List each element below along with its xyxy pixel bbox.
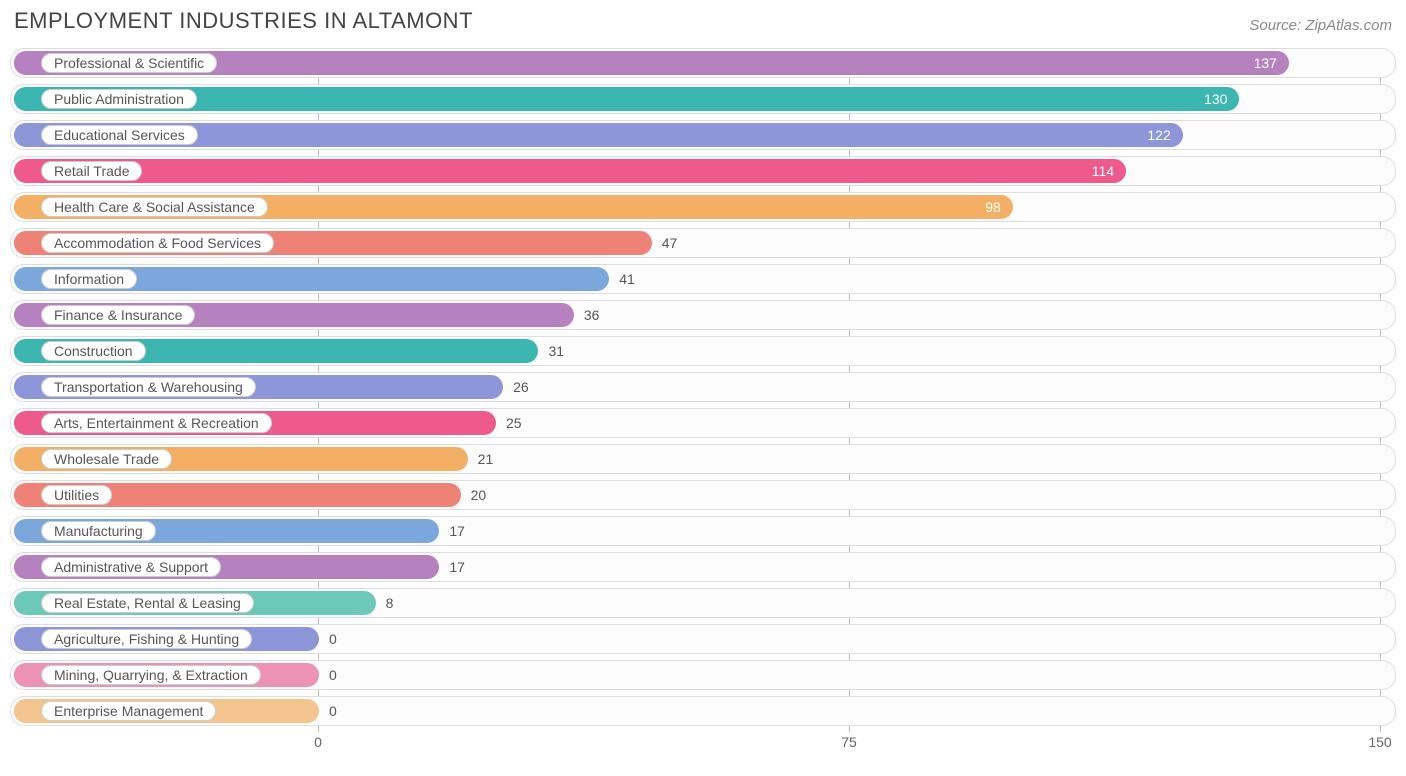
bar-row: Information 41 [10, 264, 1396, 294]
value-label: 17 [439, 553, 465, 581]
employment-chart: EMPLOYMENT INDUSTRIES IN ALTAMONT Source… [0, 0, 1406, 760]
category-label: Finance & Insurance [41, 305, 195, 325]
category-label: Mining, Quarrying, & Extraction [41, 665, 261, 685]
source-prefix: Source: [1249, 17, 1305, 34]
bar-row: Arts, Entertainment & Recreation 25 [10, 408, 1396, 438]
bar-row: Real Estate, Rental & Leasing 8 [10, 588, 1396, 618]
category-label: Retail Trade [41, 161, 142, 181]
category-label: Transportation & Warehousing [41, 377, 256, 397]
bar-row: Mining, Quarrying, & Extraction 0 [10, 660, 1396, 690]
bar-row: Finance & Insurance 36 [10, 300, 1396, 330]
value-label: 0 [319, 625, 337, 653]
value-label: 31 [538, 337, 564, 365]
bar-row: Transportation & Warehousing 26 [10, 372, 1396, 402]
bar-row: Health Care & Social Assistance98 [10, 192, 1396, 222]
value-label: 21 [468, 445, 494, 473]
category-label: Accommodation & Food Services [41, 233, 274, 253]
chart-header: EMPLOYMENT INDUSTRIES IN ALTAMONT Source… [10, 8, 1396, 48]
value-label: 8 [376, 589, 394, 617]
category-label: Public Administration [41, 89, 197, 109]
bar-row: Utilities 20 [10, 480, 1396, 510]
value-label: 25 [496, 409, 522, 437]
bar-row: Construction 31 [10, 336, 1396, 366]
x-tick-label: 150 [1368, 734, 1391, 750]
value-label: 41 [609, 265, 635, 293]
bar-row: Administrative & Support 17 [10, 552, 1396, 582]
category-label: Utilities [41, 485, 112, 505]
bar-row: Public Administration130 [10, 84, 1396, 114]
bar-row: Professional & Scientific137 [10, 48, 1396, 78]
category-label: Enterprise Management [41, 701, 216, 721]
value-label: 36 [574, 301, 600, 329]
x-tick-label: 0 [314, 734, 322, 750]
bar-row: Wholesale Trade 21 [10, 444, 1396, 474]
category-label: Health Care & Social Assistance [41, 197, 268, 217]
value-label: 20 [461, 481, 487, 509]
value-label: 17 [439, 517, 465, 545]
value-label: 114 [14, 157, 1126, 185]
category-label: Educational Services [41, 125, 198, 145]
category-label: Manufacturing [41, 521, 156, 541]
bar-row: Agriculture, Fishing & Hunting 0 [10, 624, 1396, 654]
category-label: Wholesale Trade [41, 449, 172, 469]
chart-plot: Professional & Scientific137 Public Admin… [10, 48, 1396, 726]
category-label: Administrative & Support [41, 557, 221, 577]
value-label: 26 [503, 373, 529, 401]
category-label: Real Estate, Rental & Leasing [41, 593, 254, 613]
bar-row: Accommodation & Food Services 47 [10, 228, 1396, 258]
bar-row: Enterprise Management 0 [10, 696, 1396, 726]
category-label: Construction [41, 341, 146, 361]
value-label: 47 [652, 229, 678, 257]
value-label: 130 [14, 85, 1239, 113]
value-label: 0 [319, 697, 337, 725]
bar-row: Manufacturing 17 [10, 516, 1396, 546]
chart-source: Source: ZipAtlas.com [1249, 17, 1392, 34]
category-label: Professional & Scientific [41, 53, 217, 73]
x-axis: 0 75 150 [10, 732, 1396, 754]
chart-title: EMPLOYMENT INDUSTRIES IN ALTAMONT [14, 8, 473, 34]
category-label: Arts, Entertainment & Recreation [41, 413, 272, 433]
category-label: Information [41, 269, 137, 289]
category-label: Agriculture, Fishing & Hunting [41, 629, 252, 649]
bar-row: Retail Trade114 [10, 156, 1396, 186]
x-tick-label: 75 [841, 734, 857, 750]
value-label: 0 [319, 661, 337, 689]
source-name: ZipAtlas.com [1305, 17, 1392, 34]
bar-row: Educational Services122 [10, 120, 1396, 150]
